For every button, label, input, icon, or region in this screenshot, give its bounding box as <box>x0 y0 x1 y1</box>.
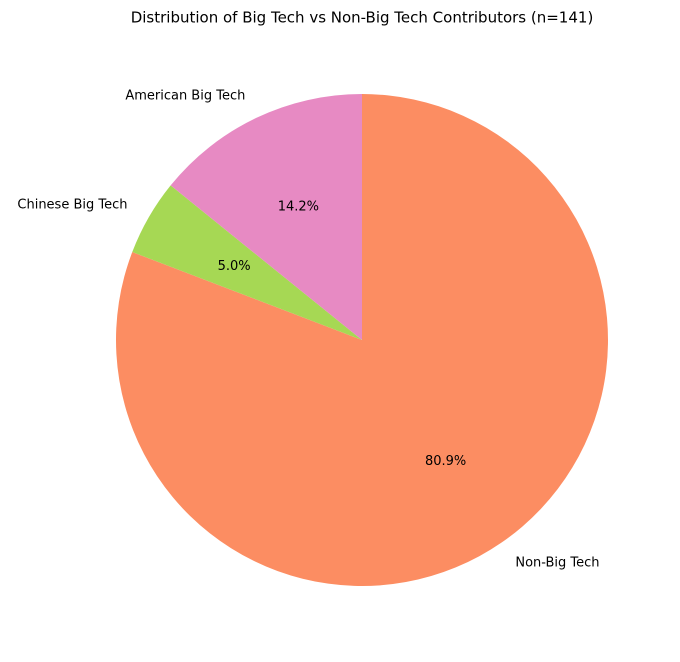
pie-slice <box>132 185 362 340</box>
slice-label: American Big Tech <box>125 88 245 103</box>
slice-label: Non-Big Tech <box>515 555 599 570</box>
pie-slice <box>115 94 608 586</box>
percent-label: 14.2% <box>278 199 319 214</box>
pie-slice <box>170 94 362 340</box>
percent-label: 80.9% <box>425 454 466 469</box>
percent-label: 5.0% <box>218 259 251 274</box>
slice-label: Chinese Big Tech <box>17 197 127 212</box>
chart-title: Distribution of Big Tech vs Non-Big Tech… <box>131 9 594 27</box>
